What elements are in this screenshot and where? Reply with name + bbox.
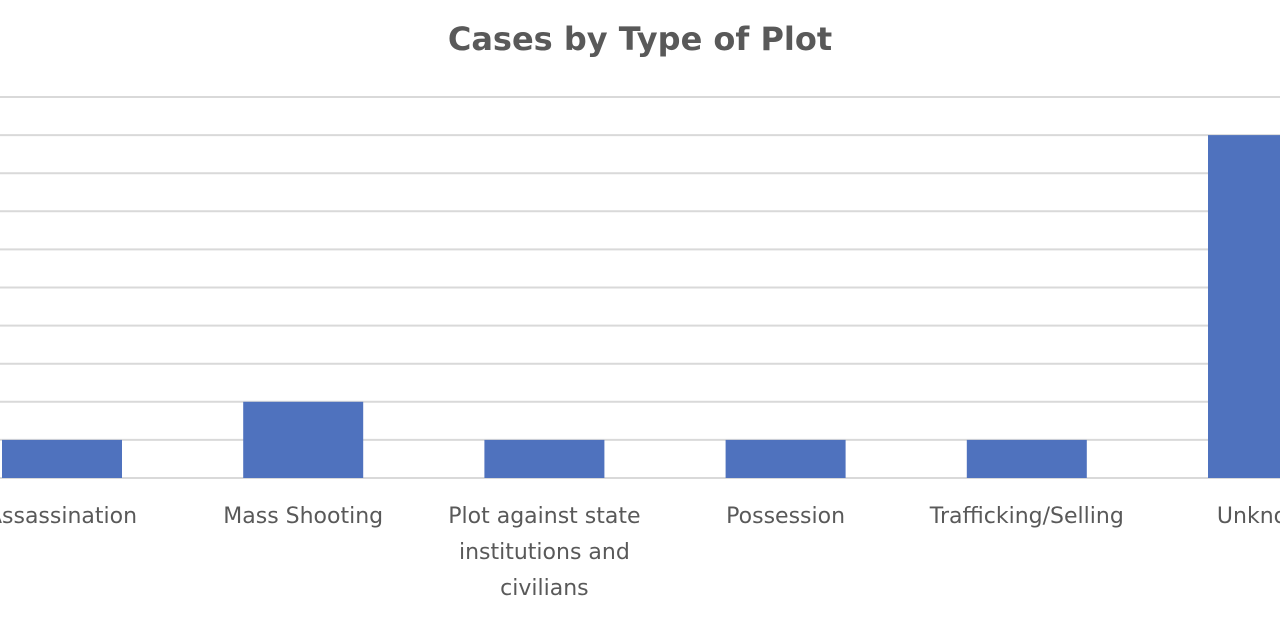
bars — [2, 135, 1280, 478]
bar — [484, 439, 605, 478]
bar — [725, 439, 846, 478]
x-tick-label: Mass Shooting — [223, 504, 383, 529]
x-tick-label: Trafficking/Selling — [929, 504, 1124, 529]
x-tick-label: Plot against state institutions and civili… — [448, 504, 640, 601]
x-tick-label: Possession — [726, 504, 845, 529]
x-tick-label: Unknown — [1217, 504, 1280, 529]
bar — [2, 439, 122, 478]
bar — [1208, 135, 1280, 478]
x-tick-label: Assassination — [0, 504, 137, 529]
x-axis-labels: Assassination Mass Shooting Plot against s… — [0, 504, 1280, 601]
bar — [243, 401, 364, 478]
bar — [966, 439, 1087, 478]
chart-title: Cases by Type of Plot — [448, 20, 832, 58]
gridlines — [0, 96, 1280, 479]
